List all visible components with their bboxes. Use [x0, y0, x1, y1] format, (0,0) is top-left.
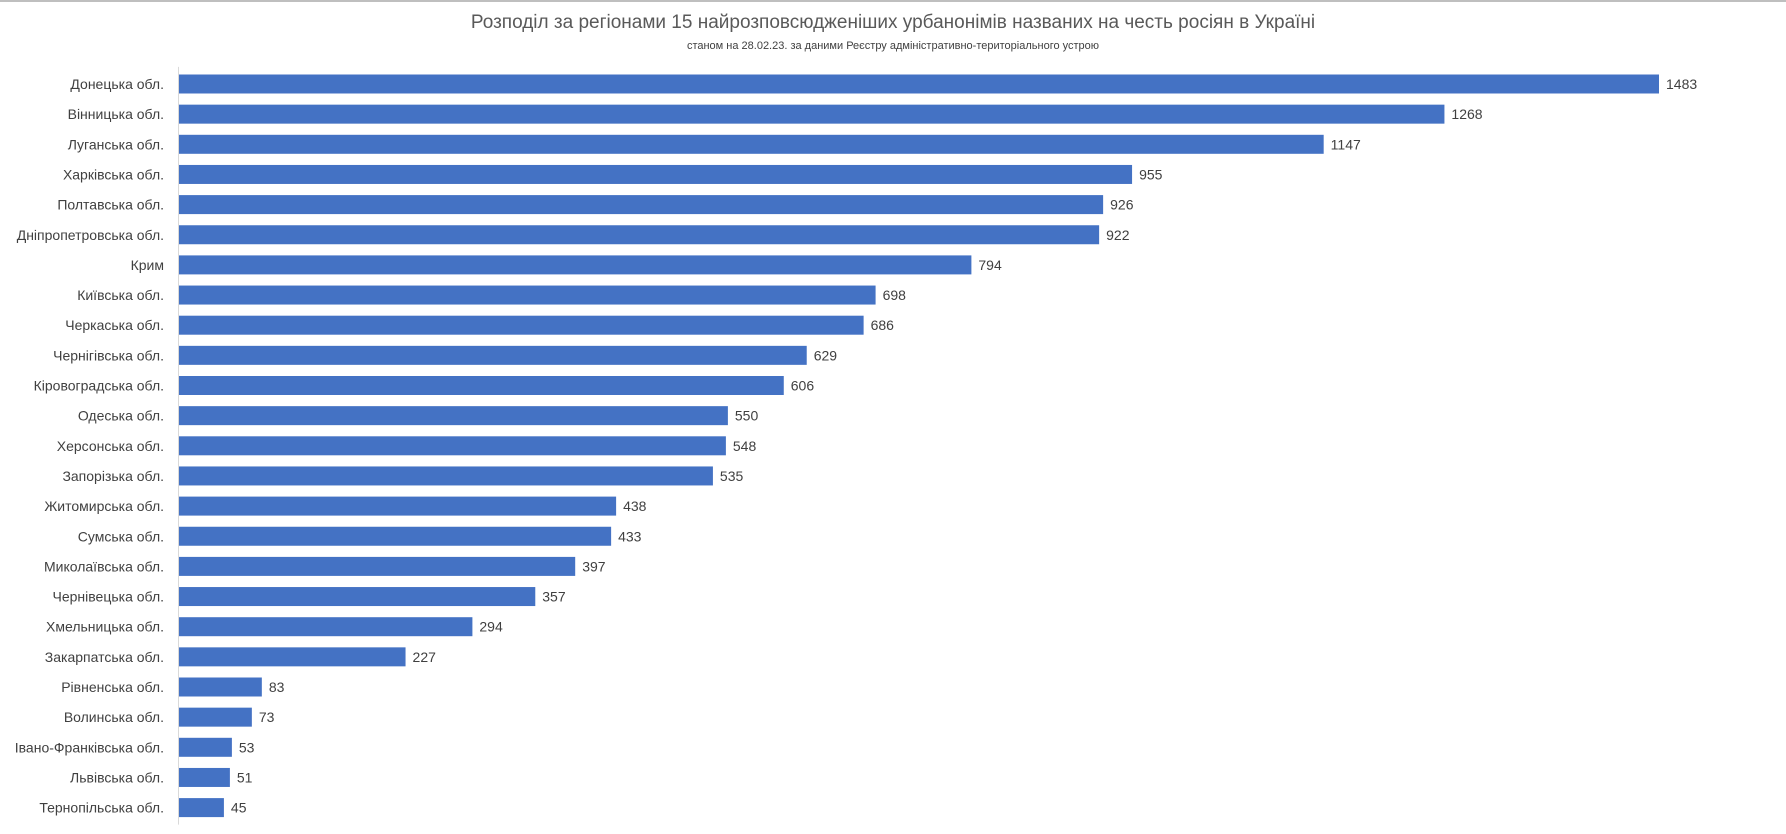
category-label: Івано-Франківська обл.	[15, 739, 164, 755]
bar	[179, 556, 576, 576]
bar	[179, 195, 1104, 215]
bar	[179, 707, 252, 727]
category-label: Кіровоградська обл.	[34, 378, 164, 394]
category-label: Чернігівська обл.	[53, 347, 164, 363]
bar	[179, 798, 224, 818]
data-label: 397	[582, 558, 606, 574]
category-label: Хмельницька обл.	[46, 619, 164, 635]
bar	[179, 285, 876, 305]
data-label: 535	[720, 468, 744, 484]
category-label: Миколаївська обл.	[44, 558, 164, 574]
data-label: 926	[1110, 197, 1134, 213]
category-label: Крим	[131, 257, 164, 273]
bar	[179, 677, 262, 697]
category-label: Донецька обл.	[70, 76, 164, 92]
category-label: Харківська обл.	[63, 166, 164, 182]
data-label: 83	[269, 679, 285, 695]
data-label: 51	[237, 769, 253, 785]
category-label: Дніпропетровська обл.	[17, 227, 164, 243]
bar	[179, 526, 612, 546]
category-label: Львівська обл.	[70, 769, 164, 785]
data-label: 1147	[1331, 136, 1361, 152]
data-label: 629	[814, 347, 838, 363]
data-label: 45	[231, 800, 247, 816]
data-label: 357	[542, 589, 566, 605]
bar	[179, 647, 406, 667]
bar	[179, 225, 1100, 245]
bar	[179, 767, 230, 787]
data-label: 438	[623, 498, 647, 514]
data-label: 294	[479, 619, 503, 635]
bar	[179, 406, 728, 426]
chart-subtitle: станом на 28.02.23. за даними Реєстру ад…	[686, 40, 1100, 52]
category-label: Закарпатська обл.	[45, 649, 164, 665]
data-label: 606	[791, 378, 815, 394]
bar	[179, 315, 864, 335]
category-label: Рівненська обл.	[61, 679, 164, 695]
category-label: Сумська обл.	[78, 528, 164, 544]
data-label: 548	[733, 438, 757, 454]
top-border	[0, 0, 1786, 2]
category-label: Житомирська обл.	[44, 498, 164, 514]
data-label: 1268	[1451, 106, 1482, 122]
category-label: Волинська обл.	[64, 709, 164, 725]
bar	[179, 164, 1133, 184]
bar	[179, 376, 784, 395]
bar	[179, 134, 1324, 154]
bar	[179, 345, 807, 365]
data-label: 550	[735, 408, 759, 424]
category-label: Тернопільська обл.	[39, 800, 164, 816]
bar	[179, 587, 536, 607]
category-label: Вінницька обл.	[68, 106, 164, 122]
data-label: 227	[413, 649, 437, 665]
category-label: Запорізька обл.	[62, 468, 164, 484]
bar	[179, 436, 726, 456]
category-label: Чернівецька обл.	[53, 589, 164, 605]
bar	[179, 617, 473, 637]
data-label: 698	[883, 287, 907, 303]
bar	[179, 104, 1445, 124]
bar	[179, 737, 232, 757]
bar	[179, 255, 972, 275]
data-label: 686	[871, 317, 895, 333]
category-label: Херсонська обл.	[57, 438, 164, 454]
category-label: Полтавська обл.	[57, 197, 164, 213]
data-label: 794	[978, 257, 1002, 273]
chart-title: Розподіл за регіонами 15 найрозповсюджен…	[470, 12, 1316, 33]
bar	[179, 74, 1659, 94]
category-label: Одеська обл.	[78, 408, 164, 424]
data-label: 1483	[1666, 76, 1697, 92]
data-label: 922	[1106, 227, 1130, 243]
data-label: 73	[259, 709, 275, 725]
bar	[179, 496, 617, 516]
data-label: 433	[618, 528, 642, 544]
bar	[179, 466, 713, 486]
category-label: Черкаська обл.	[65, 317, 164, 333]
data-label: 955	[1139, 166, 1163, 182]
category-label: Луганська обл.	[68, 136, 164, 152]
category-label: Київська обл.	[77, 287, 164, 303]
data-label: 53	[239, 739, 255, 755]
